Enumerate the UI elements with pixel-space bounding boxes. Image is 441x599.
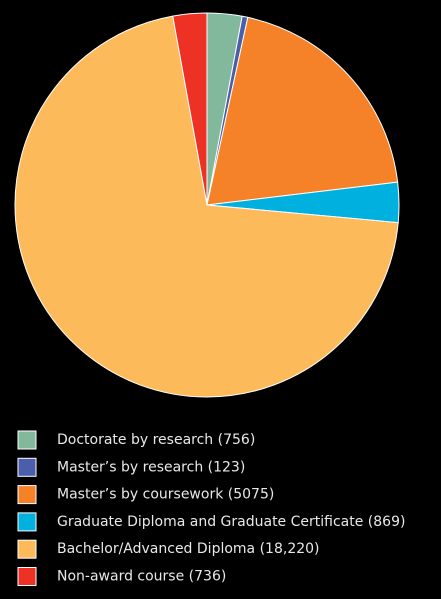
legend-name: Master’s by coursework: [57, 487, 224, 503]
legend-value: (756): [218, 432, 256, 448]
legend-swatch: [17, 539, 37, 559]
legend-value: (736): [189, 569, 227, 585]
legend-label: Bachelor/Advanced Diploma (18,220): [57, 541, 320, 557]
legend-value: (869): [368, 514, 406, 530]
legend-swatch: [17, 512, 37, 532]
legend-label: Doctorate by research (756): [57, 432, 255, 448]
legend-value: (5075): [228, 487, 275, 503]
pie-slice: [14, 15, 399, 398]
legend-name: Doctorate by research: [57, 432, 213, 448]
legend-name: Master’s by research: [57, 459, 203, 475]
legend-label: Graduate Diploma and Graduate Certificat…: [57, 514, 405, 530]
legend-swatch: [17, 430, 37, 450]
legend-label: Non-award course (736): [57, 569, 226, 585]
pie-slice: [206, 16, 399, 206]
legend-swatch: [17, 485, 37, 505]
legend-name: Graduate Diploma and Graduate Certificat…: [57, 514, 363, 530]
legend-name: Bachelor/Advanced Diploma: [57, 541, 255, 557]
legend-value: (123): [208, 459, 246, 475]
pie-slice: [172, 12, 208, 206]
legend-swatch: [17, 567, 37, 586]
legend-label: Master’s by research (123): [57, 459, 245, 475]
legend-swatch: [17, 457, 37, 477]
legend-label: Master’s by coursework (5075): [57, 487, 274, 503]
legend-name: Non-award course: [57, 569, 184, 585]
legend-value: (18,220): [260, 541, 320, 557]
